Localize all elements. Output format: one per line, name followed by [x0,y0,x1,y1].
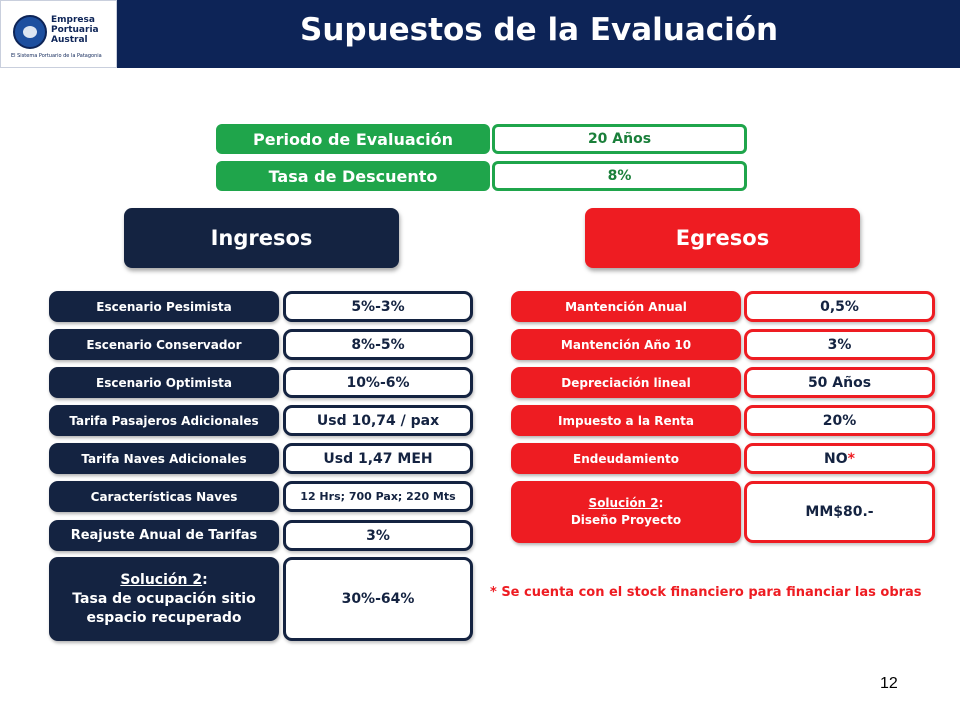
page-number: 12 [880,675,898,692]
solution-title: Solución 2 [120,571,203,588]
egresos-item-label: Endeudamiento [511,443,741,474]
ingresos-item-label: Escenario Conservador [49,329,279,360]
periodo-value: 20 Años [492,124,747,154]
egresos-solution-value: MM$80.- [744,481,935,543]
egresos-item-value: 3% [744,329,935,360]
solution-line: Diseño Proyecto [570,513,682,527]
tasa-value: 8% [492,161,747,191]
egresos-item-label: Mantención Anual [511,291,741,322]
egresos-item-value: 20% [744,405,935,436]
logo-tagline: El Sistema Portuario de la Patagonia [11,53,102,59]
logo-name: Empresa Portuaria Austral [51,15,99,45]
egresos-item-value: 0,5% [744,291,935,322]
ingresos-item-label: Escenario Optimista [49,367,279,398]
endeudamiento-value: NO [824,450,848,467]
ingresos-item-label: Reajuste Anual de Tarifas [49,520,279,551]
ingresos-item-value: 3% [283,520,473,551]
ingresos-item-value: 10%-6% [283,367,473,398]
egresos-item-label: Mantención Año 10 [511,329,741,360]
ingresos-item-value: Usd 10,74 / pax [283,405,473,436]
ingresos-item-value: Usd 1,47 MEH [283,443,473,474]
ingresos-item-label: Tarifa Naves Adicionales [49,443,279,474]
title-bar: Empresa Portuaria Austral El Sistema Por… [0,0,960,68]
solution-title: Solución 2 [588,496,659,510]
ingresos-item-label: Escenario Pesimista [49,291,279,322]
egresos-header: Egresos [585,208,860,268]
egresos-item-label: Impuesto a la Renta [511,405,741,436]
ingresos-item-value: 12 Hrs; 700 Pax; 220 Mts [283,481,473,512]
asterisk-mark: * [847,450,855,467]
solution-line: Tasa de ocupación sitio [72,590,256,607]
solution-line: espacio recuperado [86,609,242,626]
ingresos-solution-value: 30%-64% [283,557,473,641]
solution-title-colon: : [202,571,208,588]
egresos-solution-label: Solución 2: Diseño Proyecto [511,481,741,543]
solution-title-colon: : [658,496,664,510]
periodo-label: Periodo de Evaluación [216,124,490,154]
ingresos-item-label: Características Naves [49,481,279,512]
ingresos-item-label: Tarifa Pasajeros Adicionales [49,405,279,436]
egresos-item-label: Depreciación lineal [511,367,741,398]
company-logo: Empresa Portuaria Austral El Sistema Por… [0,0,117,68]
tasa-label: Tasa de Descuento [216,161,490,191]
footnote: * Se cuenta con el stock financiero para… [490,585,922,600]
ingresos-item-value: 8%-5% [283,329,473,360]
ingresos-header: Ingresos [124,208,399,268]
ingresos-solution-label: Solución 2: Tasa de ocupación sitio espa… [49,557,279,641]
egresos-item-value: 50 Años [744,367,935,398]
ingresos-item-value: 5%-3% [283,291,473,322]
slide-title: Supuestos de la Evaluación [300,12,779,48]
egresos-item-value: NO * [744,443,935,474]
logo-emblem-icon [13,15,47,49]
